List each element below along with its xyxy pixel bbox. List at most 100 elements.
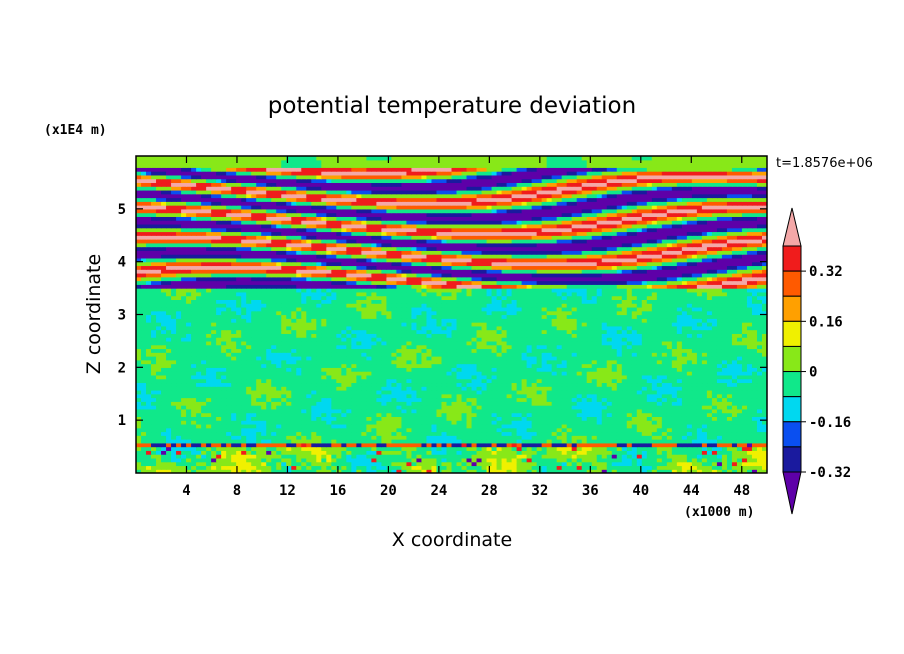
field-cell xyxy=(751,374,758,380)
field-cell xyxy=(276,461,282,467)
field-cell xyxy=(476,461,483,467)
field-cell xyxy=(236,325,242,331)
field-cell xyxy=(456,393,463,399)
field-cell xyxy=(636,352,643,357)
field-cell xyxy=(276,450,282,455)
field-cell xyxy=(246,397,252,402)
field-cell xyxy=(296,416,302,421)
field-cell xyxy=(381,416,387,421)
field-cell xyxy=(731,416,738,421)
field-cell xyxy=(701,401,708,406)
field-cell xyxy=(306,461,312,467)
field-cell xyxy=(751,382,758,387)
field-cell xyxy=(141,329,147,334)
field-cell xyxy=(276,356,282,361)
field-cell xyxy=(446,329,453,334)
field-cell xyxy=(366,389,372,395)
field-cell xyxy=(571,450,578,455)
field-cell xyxy=(401,325,408,331)
field-cell xyxy=(576,363,583,368)
field-cell xyxy=(481,325,488,331)
field-cell xyxy=(606,454,613,459)
field-cell xyxy=(241,356,247,361)
field-cell xyxy=(316,356,322,361)
field-cell xyxy=(571,325,578,331)
field-cell xyxy=(681,465,688,470)
field-cell xyxy=(526,359,533,365)
field-cell xyxy=(281,435,287,440)
field-cell xyxy=(261,423,267,429)
field-cell xyxy=(561,412,568,417)
field-cell xyxy=(516,363,523,368)
field-cell xyxy=(711,416,718,421)
field-cell xyxy=(156,408,162,414)
field-cell xyxy=(371,333,377,338)
field-cell xyxy=(591,427,598,433)
field-cell xyxy=(456,359,463,365)
field-cell xyxy=(741,442,748,448)
field-cell xyxy=(296,389,302,395)
field-cell xyxy=(531,344,538,350)
field-cell xyxy=(206,465,212,470)
field-cell xyxy=(616,454,623,459)
field-cell xyxy=(661,344,668,350)
field-cell xyxy=(626,367,633,372)
field-cell xyxy=(316,322,322,327)
field-cell xyxy=(151,325,157,331)
field-cell xyxy=(491,435,498,440)
field-cell xyxy=(166,382,172,387)
field-cell xyxy=(431,439,438,444)
field-cell xyxy=(231,405,237,410)
field-cell xyxy=(176,359,182,365)
field-cell xyxy=(606,367,613,372)
field-cell xyxy=(246,367,252,372)
field-cell xyxy=(731,465,738,470)
field-cell xyxy=(286,446,292,451)
field-cell xyxy=(676,431,683,436)
field-cell xyxy=(331,389,337,395)
field-cell xyxy=(501,435,508,440)
field-cell xyxy=(701,416,708,421)
field-cell xyxy=(191,446,197,451)
field-cell xyxy=(406,423,413,429)
field-cell xyxy=(596,371,603,376)
field-cell xyxy=(526,367,533,372)
field-cell xyxy=(726,427,733,433)
field-cell xyxy=(396,465,403,470)
field-cell xyxy=(186,382,192,387)
field-cell xyxy=(636,465,643,470)
field-cell xyxy=(681,431,688,436)
field-cell xyxy=(661,435,668,440)
field-cell xyxy=(621,435,628,440)
field-cell xyxy=(586,352,593,357)
field-cell xyxy=(711,461,718,467)
field-cell xyxy=(571,469,578,473)
field-cell xyxy=(596,348,603,353)
field-cell xyxy=(586,427,593,433)
field-cell xyxy=(196,325,202,331)
field-cell xyxy=(261,435,267,440)
field-cell xyxy=(326,386,332,391)
field-cell xyxy=(451,401,458,406)
field-cell xyxy=(611,454,618,459)
field-cell xyxy=(481,412,488,417)
field-cell xyxy=(326,412,332,417)
field-cell xyxy=(311,416,317,421)
field-cell xyxy=(546,416,553,421)
field-cell xyxy=(296,412,302,417)
field-cell xyxy=(196,427,202,433)
field-cell xyxy=(386,348,393,353)
field-cell xyxy=(616,378,623,384)
field-cell xyxy=(506,378,513,384)
field-cell xyxy=(346,412,352,417)
field-cell xyxy=(696,397,703,402)
field-cell xyxy=(526,389,533,395)
field-cell xyxy=(401,382,408,387)
field-cell xyxy=(476,325,483,331)
field-cell xyxy=(571,329,578,334)
field-cell xyxy=(651,352,658,357)
field-cell xyxy=(346,367,352,372)
field-cell xyxy=(581,356,588,361)
field-cell xyxy=(491,325,498,331)
field-cell xyxy=(386,465,393,470)
